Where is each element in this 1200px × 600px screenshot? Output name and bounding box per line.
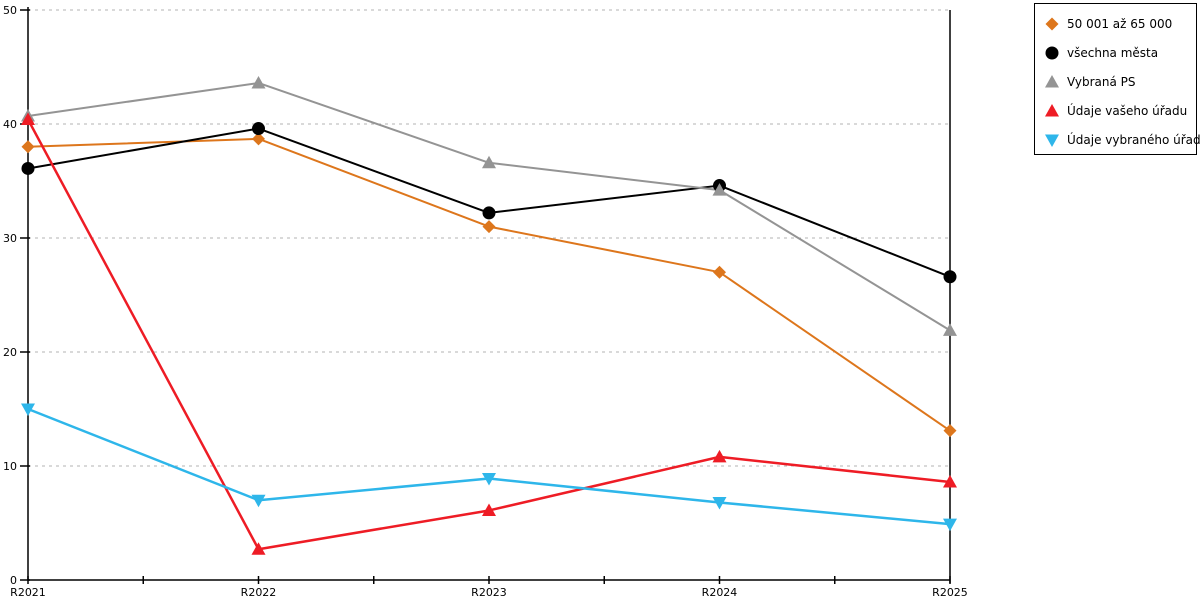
data-point-marker [21,140,35,154]
x-tick-label: R2023 [471,586,507,599]
x-tick-label: R2021 [10,586,46,599]
data-point-marker [713,265,726,279]
legend-label: 50 001 až 65 000 [1067,16,1173,31]
x-tick-label: R2025 [932,586,968,599]
series-line-0 [27,137,951,432]
data-point-marker [943,518,957,532]
data-point-marker [712,496,727,510]
legend-label: Údaje vybraného úřadu [1067,132,1200,147]
legend-label: Vybraná PS [1067,74,1136,89]
x-tick-label: R2024 [702,586,738,599]
data-point-marker [482,155,496,169]
triangle-up-glyph [1045,74,1059,87]
legend: 50 001 až 65 000 všechna města Vybraná PS Ú… [1034,3,1200,155]
data-point-marker [712,183,727,196]
triangle-up-icon [1045,74,1059,87]
data-point-marker [21,161,35,175]
data-point-marker [21,403,35,416]
y-tick-label: 30 [3,232,17,245]
legend-item-1: všechna města [1044,38,1192,67]
circle-icon [1045,46,1059,59]
circle-glyph [1045,46,1059,59]
data-point-marker [21,112,35,125]
data-point-marker [943,270,957,284]
data-point-marker [482,206,496,220]
data-point-marker [252,132,265,146]
series-line-1 [27,127,951,278]
triangle-up-glyph [1045,103,1059,116]
data-point-marker [251,542,266,555]
legend-item-4: Údaje vybraného úřadu [1044,125,1200,154]
data-point-marker [251,494,266,508]
data-point-marker [943,424,957,438]
legend-item-0: 50 001 až 65 000 [1044,9,1192,38]
legend-label: všechna města [1067,45,1159,60]
y-tick-label: 10 [3,460,17,473]
y-tick-label: 0 [10,574,17,587]
data-point-marker [482,220,496,234]
diamond-glyph [1045,17,1059,30]
legend-item-2: Vybraná PS [1044,67,1192,96]
triangle-up-icon [1045,103,1059,116]
triangle-down-glyph [1045,134,1059,147]
y-tick-label: 50 [3,4,17,17]
data-point-marker [943,474,957,488]
data-point-marker [482,503,496,516]
data-point-marker [252,122,265,136]
y-tick-label: 20 [3,346,17,359]
legend-item-3: Údaje vašeho úřadu [1044,96,1192,125]
triangle-down-icon [1045,134,1059,147]
diamond-icon [1045,17,1059,30]
y-tick-label: 40 [3,118,17,131]
data-point-marker [712,449,727,463]
x-tick-label: R2022 [241,586,277,599]
legend-label: Údaje vašeho úřadu [1067,103,1188,118]
data-point-marker [482,473,496,486]
data-point-marker [251,75,266,89]
data-point-marker [943,323,957,336]
